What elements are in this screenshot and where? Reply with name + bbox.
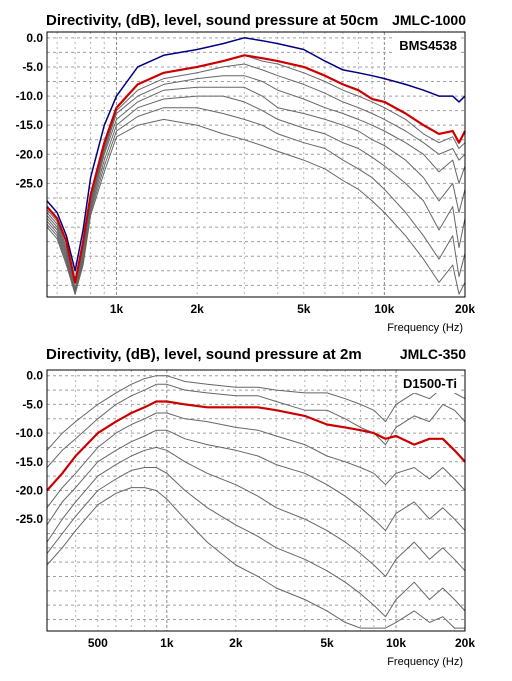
x-tick-label: 2k — [190, 302, 204, 316]
off-axis-series-line — [46, 375, 466, 451]
y-tick-label: -20.0 — [16, 147, 44, 161]
y-tick-label: -25.0 — [16, 512, 44, 526]
y-tick-label: -5.0 — [22, 60, 43, 74]
horizontal-grid — [47, 375, 465, 621]
chart-model-label: JMLC-350 — [399, 346, 466, 362]
chart-title: Directivity, (dB), level, sound pressure… — [46, 346, 362, 363]
horizontal-grid — [47, 37, 465, 286]
driver-label-background — [399, 374, 461, 393]
plot-border — [46, 31, 466, 298]
driver-label: BMS4538 — [399, 38, 457, 53]
x-tick-label: 10k — [386, 636, 406, 650]
driver-label-background — [395, 36, 461, 55]
x-tick-label: 2k — [229, 636, 243, 650]
y-tick-label: -15.0 — [16, 455, 44, 469]
off-axis-series-line — [46, 429, 466, 532]
series-line — [46, 400, 466, 492]
plot-border — [46, 369, 466, 632]
x-axis-label: Frequency (Hz) — [387, 656, 463, 668]
x-tick-label: 500 — [88, 636, 108, 650]
off-axis-series-line — [46, 86, 466, 295]
off-axis-series-line — [46, 63, 466, 292]
x-tick-label: 1k — [110, 302, 124, 316]
off-axis-series-line — [46, 54, 466, 289]
chart-panel-top: Directivity, (dB), level, sound pressure… — [0, 0, 512, 340]
off-axis-series-line — [46, 75, 466, 295]
off-axis-series-line — [46, 412, 466, 509]
chart-title: Directivity, (dB), level, sound pressure… — [46, 12, 379, 29]
series-line — [46, 37, 466, 272]
y-tick-label: -25.0 — [16, 176, 44, 190]
x-tick-label: 5k — [297, 302, 311, 316]
y-tick-label: -5.0 — [22, 397, 43, 411]
chart-model-label: JMLC-1000 — [392, 12, 466, 28]
chart-svg: 0.0 -5.0 -10.0 -15.0 -20.0 -25.0 1k 2k 5k 10k 20k F… — [16, 31, 476, 334]
series-group — [46, 37, 466, 295]
y-tick-label: 0.0 — [26, 31, 43, 45]
x-tick-label: 20k — [455, 636, 475, 650]
y-tick-label: -20.0 — [16, 483, 44, 497]
off-axis-series-line — [46, 118, 466, 295]
chart-svg: 0.0 -5.0 -10.0 -15.0 -20.0 -25.0 500 1k 2k 5k 10k 2… — [16, 369, 476, 668]
vertical-grid — [75, 370, 397, 631]
off-axis-series-line — [46, 383, 466, 468]
off-axis-series-line — [46, 467, 466, 618]
chart-panel-bottom: Directivity, (dB), level, sound pressure… — [0, 340, 512, 681]
vertical-grid — [56, 32, 385, 297]
x-tick-label: 5k — [320, 636, 334, 650]
off-axis-series-line — [46, 446, 466, 577]
y-tick-label: -10.0 — [16, 89, 44, 103]
series-line — [46, 54, 466, 284]
y-tick-label: -15.0 — [16, 118, 44, 132]
y-tick-label: 0.0 — [26, 369, 43, 383]
off-axis-series-line — [46, 487, 465, 629]
series-group — [46, 375, 466, 629]
x-tick-label: 20k — [455, 302, 475, 316]
x-axis-label: Frequency (Hz) — [387, 322, 463, 334]
x-tick-label: 1k — [160, 636, 174, 650]
x-tick-label: 10k — [374, 302, 394, 316]
driver-label: D1500-Ti — [403, 376, 457, 391]
y-tick-label: -10.0 — [16, 426, 44, 440]
